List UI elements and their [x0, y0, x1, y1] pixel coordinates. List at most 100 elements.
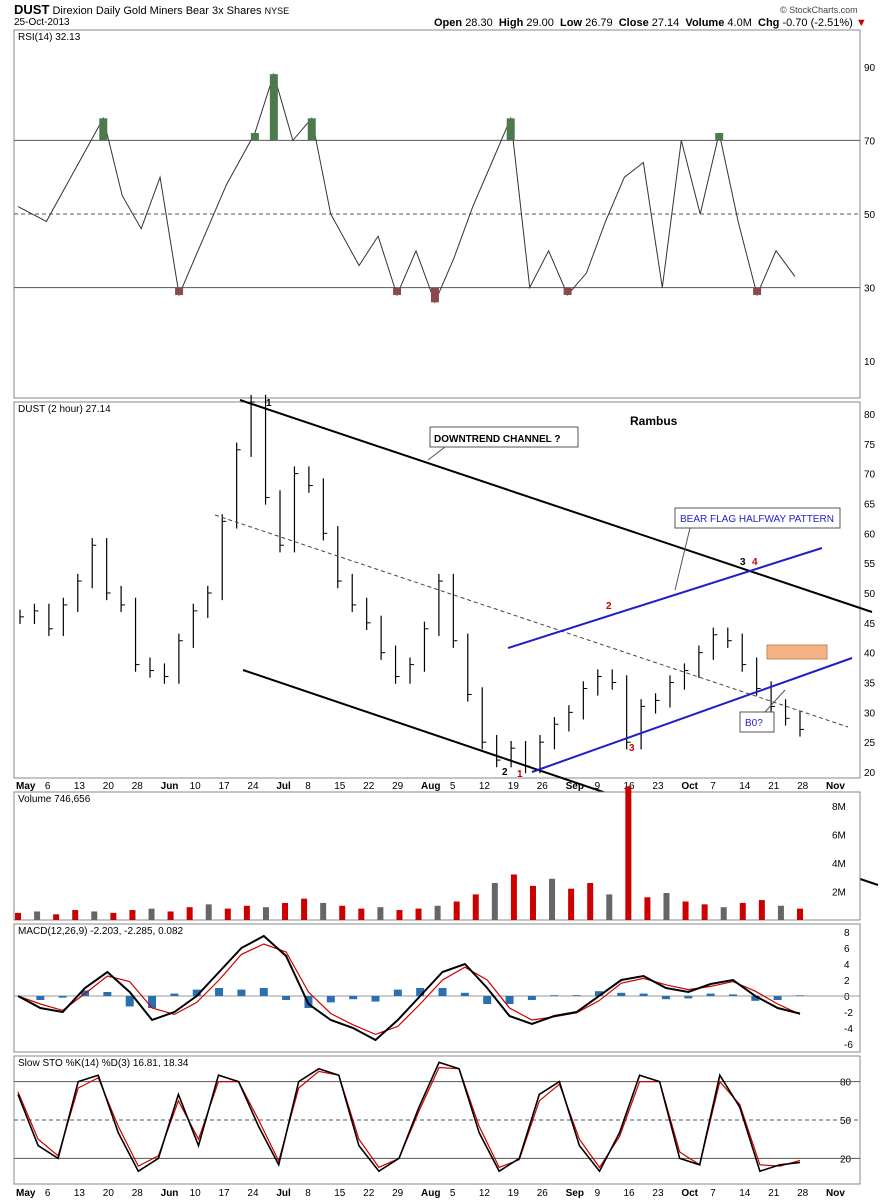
sto-tick-label: 50 [840, 1116, 852, 1127]
macd-legend: MACD(12,26,9) -2.203, -2.285, 0.082 [18, 926, 184, 937]
wave-point-label-red: 3 [629, 743, 635, 754]
date-tick-label: Nov [826, 781, 845, 792]
date-tick-label-bottom: 23 [652, 1188, 664, 1199]
volume-bar [587, 883, 594, 920]
volume-tick-label: 6M [832, 831, 846, 842]
price-tick-label: 30 [864, 708, 876, 719]
rsi-tick-label: 50 [864, 210, 876, 221]
sto-tick-label: 20 [840, 1154, 852, 1165]
volume-bar [72, 910, 79, 920]
date-tick-label: 28 [797, 781, 809, 792]
bear-flag-lower-line [531, 657, 853, 773]
bear-flag-callout-text: BEAR FLAG HALFWAY PATTERN [680, 514, 834, 525]
callout-pointer [764, 689, 786, 713]
exchange-label: NYSE [264, 6, 290, 16]
volume-bar [91, 911, 98, 920]
macd-histogram-bar [282, 996, 291, 1000]
bo-callout-text: B0? [745, 718, 763, 729]
wave-point-label: 1 [266, 398, 272, 409]
close-label: Close [618, 17, 649, 29]
date-tick-label: 28 [132, 781, 144, 792]
date-tick-label: 23 [652, 781, 664, 792]
date-tick-label-bottom: May [16, 1188, 36, 1199]
macd-histogram-bar [661, 996, 670, 1000]
wave-point-label: 3 [740, 557, 746, 568]
date-tick-label: 26 [537, 781, 549, 792]
date-tick-label-bottom: Oct [681, 1188, 698, 1199]
price-legend: DUST (2 hour) 27.14 [18, 404, 111, 415]
wave-point-label-red: 2 [606, 601, 612, 612]
quote-line: Open 28.30 High 29.00 Low 26.79 Close 27… [434, 17, 867, 29]
low-label: Low [560, 17, 583, 29]
macd-histogram-bar [773, 996, 782, 1000]
macd-histogram-bar [751, 996, 760, 1001]
chg-label: Chg [758, 17, 780, 29]
volume-bar [625, 786, 632, 920]
volume-bar [510, 874, 517, 920]
macd-histogram-bar [393, 989, 402, 996]
volume-bar [663, 892, 670, 920]
macd-tick-label: 2 [844, 976, 850, 987]
security-name: Direxion Daily Gold Miners Bear 3x Share… [52, 5, 262, 17]
macd-histogram-bar [36, 996, 45, 1000]
volume-bar [129, 910, 136, 920]
downtrend-upper-line [239, 399, 873, 613]
price-panel [13, 401, 861, 779]
date-tick-label-bottom: Jun [161, 1188, 179, 1199]
macd-histogram-bar [572, 995, 581, 996]
volume-bar [797, 908, 803, 920]
price-tick-label: 75 [864, 440, 876, 451]
volume-bar [777, 905, 784, 920]
sto-k-line [17, 1061, 801, 1173]
date-tick-label-bottom: 5 [450, 1188, 456, 1199]
volume-bar [15, 912, 21, 920]
volume-bar [720, 907, 727, 920]
rsi-tick-label: 30 [864, 284, 876, 295]
date-tick-label: 12 [479, 781, 491, 792]
date-tick-label-bottom: 21 [768, 1188, 780, 1199]
date-tick-label: May [16, 781, 36, 792]
volume-bar [434, 905, 441, 920]
date-tick-label: 29 [392, 781, 404, 792]
volume-bar [396, 910, 403, 920]
date-tick-label-bottom: 9 [595, 1188, 601, 1199]
macd-histogram-bar [527, 996, 536, 1000]
price-tick-label: 60 [864, 529, 876, 540]
date-tick-label-bottom: 12 [479, 1188, 491, 1199]
volume-bar [339, 905, 346, 920]
wave-point-label-red: 4 [752, 557, 758, 568]
rsi-oversold-fill [430, 287, 439, 303]
volume-bar [205, 904, 212, 920]
date-tick-label-bottom: 8 [305, 1188, 311, 1199]
rsi-legend: RSI(14) 32.13 [18, 32, 81, 43]
date-tick-label-bottom: Sep [566, 1188, 584, 1199]
callout-pointer [674, 527, 691, 591]
volume-bar [682, 901, 689, 920]
volume-bar [606, 894, 613, 920]
macd-histogram-bar [416, 988, 425, 996]
price-tick-label: 65 [864, 499, 876, 510]
macd-tick-label: 6 [844, 944, 850, 955]
date-tick-label: 19 [508, 781, 520, 792]
volume-legend: Volume 746,656 [18, 794, 91, 805]
macd-histogram-bar [684, 996, 693, 999]
date-tick-label-bottom: 14 [739, 1188, 751, 1199]
date-tick-label-bottom: 20 [103, 1188, 115, 1199]
date-tick-label: Sep [566, 781, 584, 792]
volume-bar [34, 911, 41, 920]
date-tick-label: Oct [681, 781, 698, 792]
macd-line [17, 934, 801, 1042]
volume-bar [282, 902, 289, 920]
date-tick-label-bottom: 29 [392, 1188, 404, 1199]
date-tick-label-bottom: Aug [421, 1188, 440, 1199]
date-tick-label: 14 [739, 781, 751, 792]
date-tick-label-bottom: 17 [219, 1188, 231, 1199]
wave-point-label: 2 [502, 767, 508, 778]
date-tick-label: 15 [334, 781, 346, 792]
macd-histogram-bar [259, 988, 268, 996]
macd-histogram-bar [170, 993, 179, 996]
rsi-overbought-fill [715, 133, 724, 141]
date-tick-label-bottom: 19 [508, 1188, 520, 1199]
rsi-oversold-fill [563, 287, 572, 295]
